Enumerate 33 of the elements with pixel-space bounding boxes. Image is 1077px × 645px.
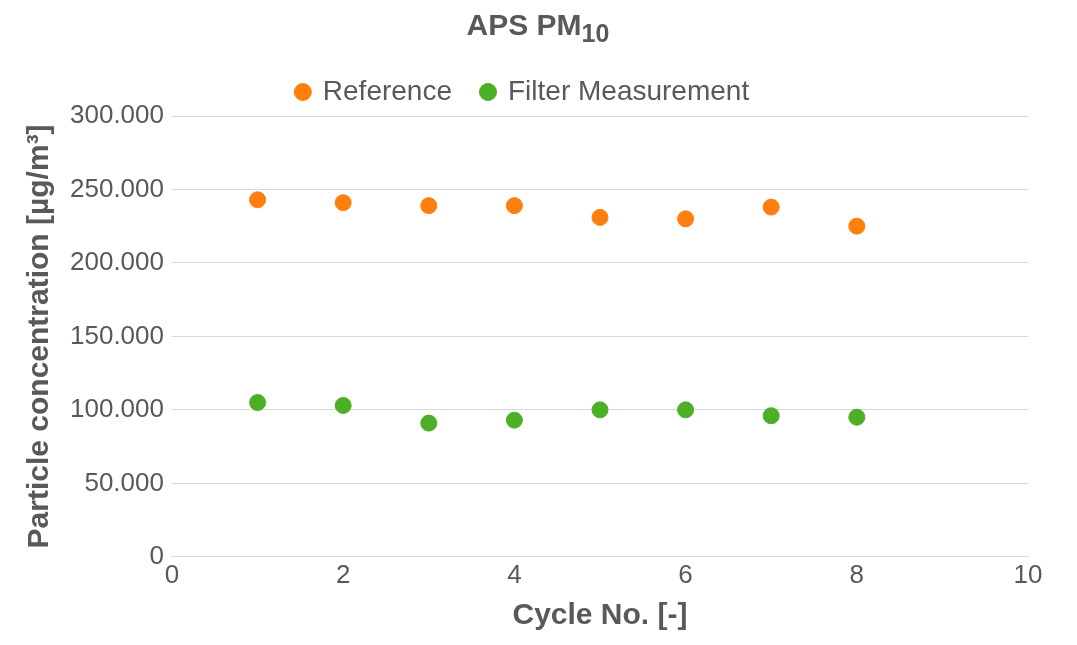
point — [591, 401, 609, 419]
legend-label: Reference — [322, 74, 452, 106]
y-tick-label: 250.000 — [70, 172, 164, 203]
point — [762, 407, 780, 425]
chart-title: APS PM$_{10}$ — [465, 8, 611, 48]
point — [334, 396, 352, 414]
point — [505, 411, 523, 429]
point — [848, 408, 866, 426]
point — [420, 197, 438, 215]
x-tick-label: 2 — [335, 558, 351, 589]
x-tick-label: 8 — [849, 558, 865, 589]
y-tick-label: 0 — [149, 539, 164, 570]
y-tick-label: 100.000 — [70, 393, 164, 424]
y-tick-label: 50.000 — [84, 466, 164, 497]
y-tick-label: 300.000 — [70, 99, 164, 130]
point — [249, 191, 267, 209]
y-tick-label: 150.000 — [70, 319, 164, 350]
x-tick-label: 6 — [678, 558, 693, 589]
x-axis-title: Cycle No. [-] — [512, 597, 688, 631]
point — [334, 194, 352, 212]
point — [591, 208, 609, 226]
point — [420, 414, 438, 432]
x-tick-label: 4 — [507, 558, 522, 589]
point — [249, 394, 267, 412]
y-axis-title: Particle concentration [µg/m³] — [21, 124, 55, 549]
point — [848, 217, 866, 235]
y-tick-label: 200.000 — [70, 246, 164, 277]
x-tick-label: 10 — [1013, 558, 1043, 589]
point — [505, 197, 523, 215]
point — [677, 210, 695, 228]
point — [677, 401, 695, 419]
point — [762, 198, 780, 216]
legend-label: Filter Measurement — [508, 74, 750, 106]
